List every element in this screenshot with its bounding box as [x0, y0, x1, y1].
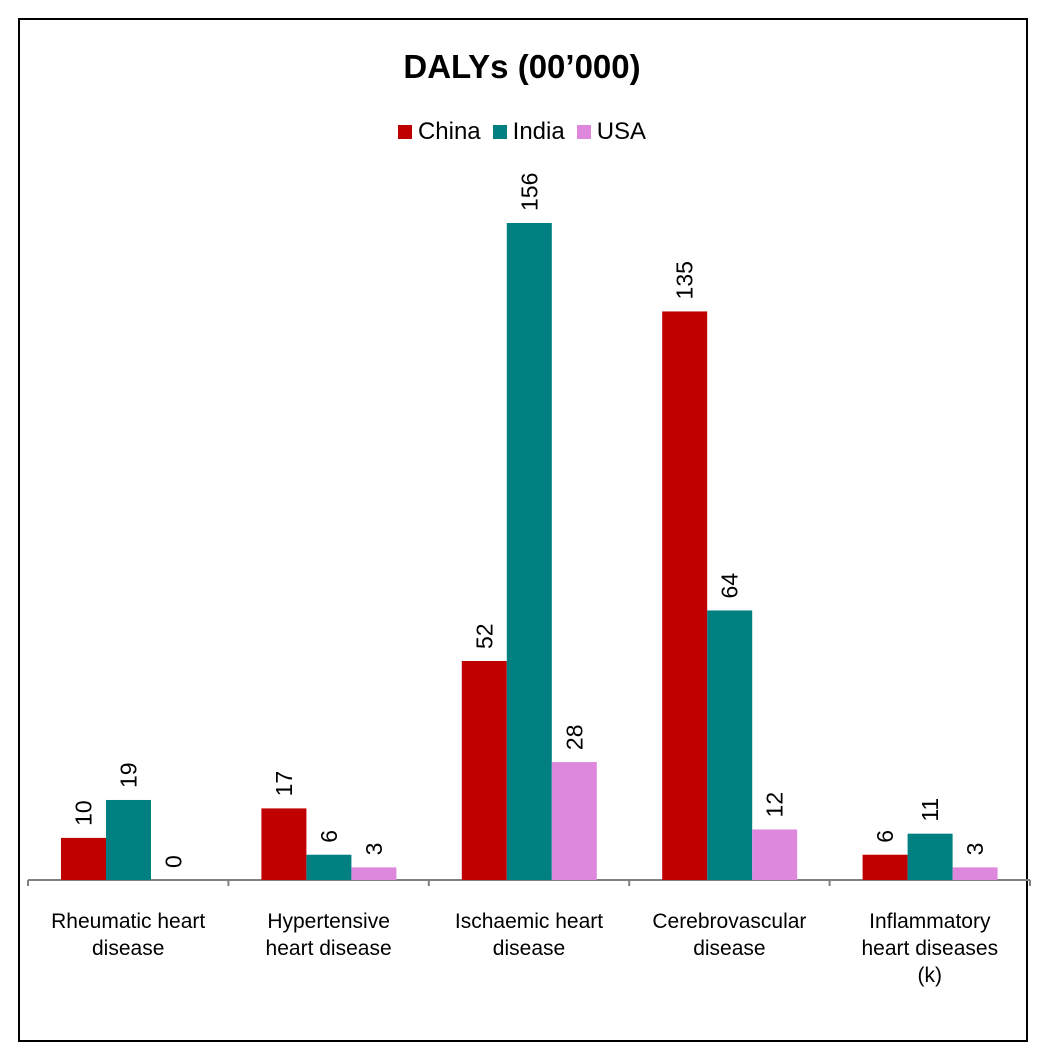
- bar-china: [461, 661, 507, 880]
- data-label-india: 64: [717, 573, 743, 599]
- bar-usa: [351, 867, 397, 880]
- x-tick-label: Cerebrovascular disease: [629, 908, 829, 962]
- x-tick-label-line: Cerebrovascular: [652, 910, 807, 933]
- data-label-india: 156: [516, 173, 542, 211]
- x-tick-label: Hypertensive heart disease: [229, 908, 429, 962]
- bar-usa: [752, 829, 798, 880]
- x-tick-label-line: heart diseases: [861, 937, 999, 960]
- data-label-usa: 0: [161, 855, 187, 868]
- bar-india: [506, 223, 552, 880]
- x-tick-label-line: heart disease: [265, 937, 392, 960]
- bar-china: [862, 854, 908, 880]
- bar-india: [106, 799, 151, 880]
- data-label-china: 6: [872, 830, 898, 843]
- legend-label-india: India: [512, 118, 565, 145]
- x-tick-label-line: Ischaemic heart: [454, 910, 604, 933]
- legend-swatch-china: [397, 125, 412, 139]
- data-label-china: 135: [672, 261, 698, 299]
- legend-label-usa: USA: [596, 118, 647, 145]
- legend-item-usa: USA: [576, 118, 647, 146]
- bar-usa: [952, 867, 998, 880]
- bar-india: [306, 854, 352, 880]
- x-tick-label-line: Rheumatic heart: [51, 910, 206, 933]
- x-tick-label-line: disease: [492, 937, 566, 960]
- legend-item-india: India: [492, 118, 565, 146]
- x-tick-label: Ischaemic heart disease: [429, 908, 629, 962]
- data-label-usa: 12: [762, 792, 788, 818]
- data-label-india: 6: [316, 830, 342, 843]
- chart-legend: China India USA: [0, 118, 1044, 146]
- bar-india: [907, 833, 953, 880]
- legend-swatch-india: [492, 125, 507, 139]
- bar-china: [261, 808, 307, 880]
- data-label-china: 10: [71, 800, 97, 826]
- data-label-usa: 28: [561, 724, 587, 750]
- x-tick-label: Rheumatic heart disease: [28, 908, 228, 962]
- legend-label-china: China: [417, 118, 481, 145]
- chart-title: DALYs (00’000): [403, 48, 641, 85]
- bar-china: [61, 837, 106, 880]
- x-tick-label-line: disease: [91, 937, 165, 960]
- x-tick-label-line: Inflammatory: [869, 910, 991, 933]
- bar-usa: [551, 762, 597, 880]
- legend-swatch-usa: [576, 125, 591, 139]
- data-label-china: 52: [471, 623, 497, 649]
- x-tick-label-line: disease: [693, 937, 766, 960]
- data-label-usa: 3: [962, 843, 988, 856]
- x-tick-label-line: (k): [917, 964, 943, 987]
- legend-item-china: China: [397, 118, 481, 146]
- x-tick-label-line: Hypertensive: [267, 910, 390, 933]
- x-tick-label: Inflammatory heart diseases (k): [830, 908, 1030, 989]
- data-label-india: 11: [917, 798, 943, 822]
- bar-india: [707, 610, 753, 880]
- data-label-china: 17: [271, 771, 297, 797]
- data-label-india: 19: [116, 762, 142, 788]
- bar-china: [662, 311, 708, 880]
- data-label-usa: 3: [361, 843, 387, 856]
